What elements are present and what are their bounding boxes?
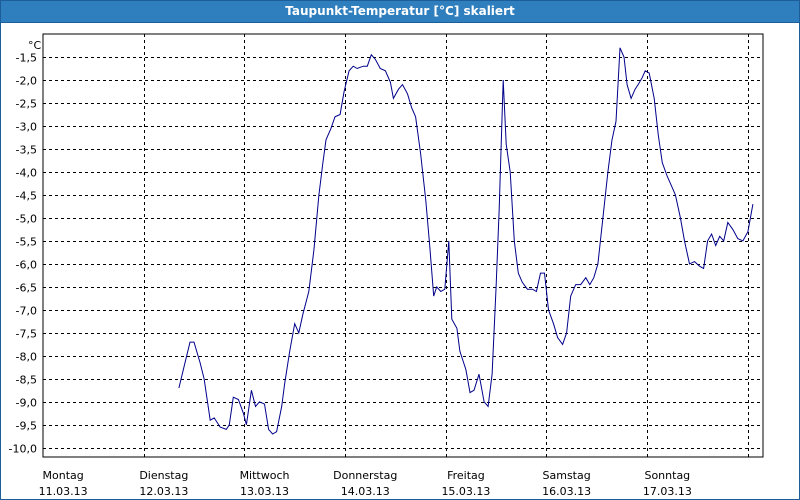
y-tick-label: -8,5 <box>16 374 37 387</box>
y-tick-label: -10,0 <box>9 443 37 456</box>
y-axis-unit-label: °C <box>28 39 42 52</box>
y-tick-label: -3,5 <box>16 144 37 157</box>
x-tick-date-label: 11.03.13 <box>39 485 88 498</box>
x-tick-day-label: Samstag <box>543 469 591 482</box>
y-tick-label: -7,5 <box>16 328 37 341</box>
y-tick-label: -2,5 <box>16 98 37 111</box>
y-tick-label: -9,0 <box>16 397 37 410</box>
x-tick-day-label: Sonntag <box>644 469 690 482</box>
series-layer <box>178 47 754 435</box>
y-tick-label: -2,0 <box>16 75 37 88</box>
y-tick-label: -9,5 <box>16 420 37 433</box>
y-axis-ticks: -1,5 -2,0 -2,5 -3,0 -3,5 -4,0 -4,5 -5,0 -5,5 -6,0… <box>9 52 37 456</box>
y-tick-label: -4,0 <box>16 167 37 180</box>
x-tick-day-label: Donnerstag <box>333 469 397 482</box>
x-tick-date-label: 13.03.13 <box>240 485 289 498</box>
x-axis-ticks: Montag 11.03.13 Dienstag 12.03.13 Mittwoch 13… <box>39 469 692 498</box>
x-tick-date-label: 17.03.13 <box>643 485 692 498</box>
y-tick-label: -1,5 <box>16 52 37 65</box>
x-tick-date-label: 16.03.13 <box>542 485 591 498</box>
y-tick-label: -8,0 <box>16 351 37 364</box>
plot-area <box>42 33 764 458</box>
y-tick-label: -6,0 <box>16 259 37 272</box>
x-tick-date-label: 12.03.13 <box>139 485 188 498</box>
y-tick-label: -5,5 <box>16 236 37 249</box>
x-tick-date-label: 14.03.13 <box>341 485 390 498</box>
chart: °C -1,5-2,0-2,5-3,0-3,5-4,0-4,5-5,0-5,5-… <box>9 33 764 498</box>
x-tick-day-label: Mittwoch <box>240 469 290 482</box>
y-tick-label: -4,5 <box>16 190 37 203</box>
y-tick-label: -7,0 <box>16 305 37 318</box>
y-tick-label: -3,0 <box>16 121 37 134</box>
x-tick-date-label: 15.03.13 <box>441 485 490 498</box>
grid <box>43 34 763 457</box>
x-tick-day-label: Montag <box>43 469 84 482</box>
y-tick-label: -6,5 <box>16 282 37 295</box>
window-title: Taupunkt-Temperatur [°C] skaliert <box>1 1 799 23</box>
x-tick-day-label: Freitag <box>447 469 485 482</box>
x-tick-day-label: Dienstag <box>139 469 188 482</box>
y-tick-label: -5,0 <box>16 213 37 226</box>
series-line-dewpoint <box>178 47 754 435</box>
